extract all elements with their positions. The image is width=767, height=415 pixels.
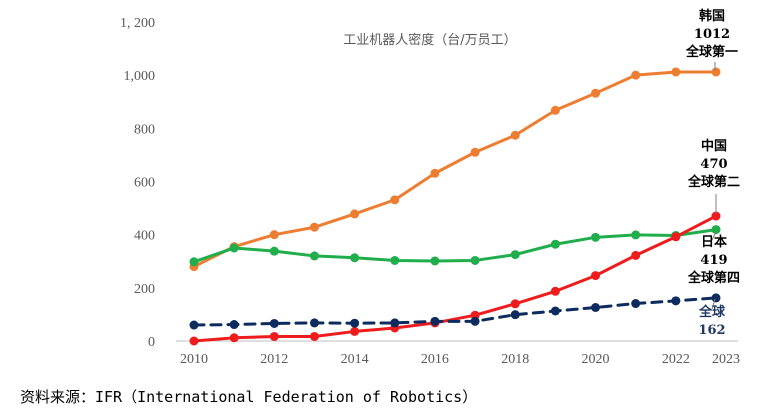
line-chart: 工业机器人密度（台/万员工） 0 200 400 600 800 1,000 1, 200 2… — [120, 8, 740, 367]
data-point — [510, 130, 520, 140]
data-point — [390, 255, 400, 265]
data-point — [671, 67, 681, 77]
data-point — [591, 88, 601, 98]
data-point — [631, 70, 641, 80]
data-point — [350, 209, 360, 219]
data-point — [229, 320, 239, 330]
data-point — [711, 293, 721, 303]
data-point — [269, 246, 279, 256]
data-point — [350, 326, 360, 336]
data-point — [470, 147, 480, 157]
y-tick-label: 600 — [134, 176, 155, 191]
data-point — [189, 336, 199, 346]
y-tick-label: 0 — [148, 335, 155, 350]
data-point — [309, 331, 319, 341]
x-tick-label: 2022 — [662, 352, 690, 367]
data-point — [591, 232, 601, 242]
x-tick-label: 2014 — [341, 352, 369, 367]
data-point — [550, 286, 560, 296]
data-point — [711, 211, 721, 221]
data-point — [550, 239, 560, 249]
series-line-日本 — [192, 228, 718, 264]
annotation-label: 全球第一 — [685, 44, 738, 60]
y-tick-label: 1, 200 — [120, 16, 155, 31]
annotation-label: 162 — [698, 323, 725, 338]
annotation-label: 1012 — [694, 27, 730, 42]
y-tick-label: 200 — [134, 282, 155, 297]
data-point — [510, 250, 520, 260]
y-tick-label: 1,000 — [124, 69, 156, 84]
data-point — [671, 296, 681, 306]
data-point — [229, 333, 239, 343]
data-point — [671, 232, 681, 242]
annotation-label: 全球 — [698, 304, 726, 320]
chart-area: 工业机器人密度（台/万员工） 0 200 400 600 800 1,000 1, 200 2… — [120, 8, 740, 367]
x-tick-label: 2018 — [501, 352, 529, 367]
x-tick-label: 2010 — [180, 352, 208, 367]
data-point — [470, 316, 480, 326]
data-point — [309, 222, 319, 232]
y-tick-label: 800 — [134, 122, 155, 137]
data-point — [550, 105, 560, 115]
data-point — [390, 318, 400, 328]
series-line-中国 — [192, 214, 718, 343]
data-point — [309, 318, 319, 328]
y-tick-label: 400 — [134, 229, 155, 244]
source-note: 资料来源：IFR（International Federation of Rob… — [20, 388, 478, 406]
data-point — [430, 168, 440, 178]
data-point — [269, 331, 279, 341]
data-point — [390, 195, 400, 205]
data-point — [711, 225, 721, 235]
data-point — [631, 250, 641, 260]
annotation-label: 419 — [700, 253, 727, 268]
annotation-label: 中国 — [701, 138, 727, 154]
data-point — [350, 253, 360, 263]
data-point — [510, 299, 520, 309]
data-point — [631, 230, 641, 240]
data-point — [711, 67, 721, 77]
data-point — [309, 251, 319, 261]
x-tick-label: 2020 — [582, 352, 610, 367]
data-point — [470, 255, 480, 265]
data-point — [591, 303, 601, 313]
x-tick-label: 2016 — [421, 352, 449, 367]
annotation-pointer — [711, 231, 717, 241]
annotation-label: 韩国 — [699, 8, 725, 24]
data-point — [189, 257, 199, 267]
data-point — [591, 271, 601, 281]
annotation-pointer — [711, 298, 716, 310]
data-point — [350, 318, 360, 328]
data-point — [510, 310, 520, 320]
annotation-label: 全球第二 — [687, 174, 740, 190]
data-point — [631, 299, 641, 309]
data-point — [269, 230, 279, 240]
chart-title: 工业机器人密度（台/万员工） — [343, 32, 516, 48]
data-point — [550, 306, 560, 316]
x-tick-label: 2023 — [712, 352, 740, 367]
data-point — [430, 316, 440, 326]
data-point — [189, 320, 199, 330]
data-point — [269, 318, 279, 328]
annotation-label: 日本 — [701, 234, 727, 250]
series-line-韩国 — [192, 70, 718, 269]
series-line-全球 — [192, 296, 718, 327]
annotation-label: 470 — [700, 157, 727, 172]
data-point — [430, 256, 440, 266]
x-tick-label: 2012 — [260, 352, 288, 367]
data-point — [229, 243, 239, 253]
annotation-label: 全球第四 — [687, 270, 740, 286]
